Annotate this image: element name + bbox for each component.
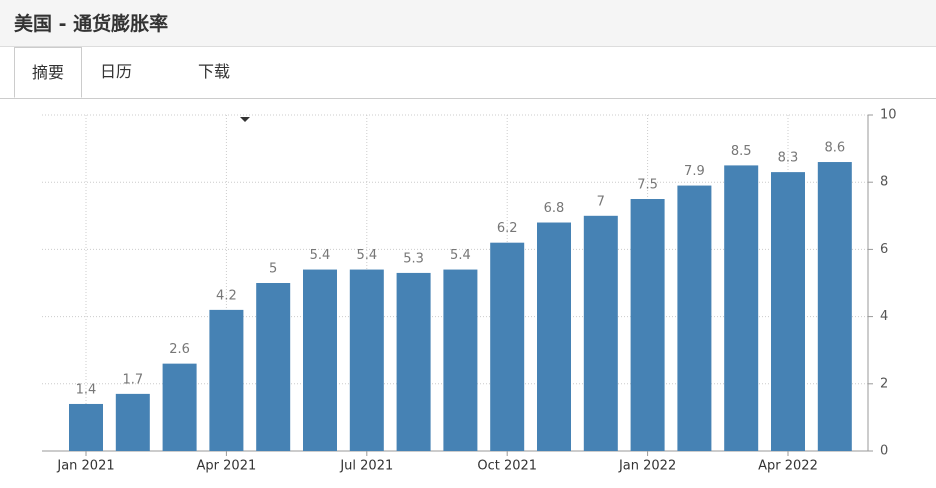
value-label: 7 — [597, 194, 605, 209]
tab[interactable]: 下载 — [198, 62, 231, 81]
value-label: 5.4 — [356, 248, 377, 263]
bar — [396, 272, 431, 451]
x-tick-label: Jan 2021 — [56, 459, 114, 474]
value-label: 4.2 — [216, 288, 237, 303]
value-label: 8.5 — [731, 144, 752, 159]
caret — [240, 117, 250, 122]
x-tick-label: Apr 2022 — [758, 459, 818, 474]
bar — [209, 309, 244, 451]
bar — [817, 162, 852, 452]
value-label: 5 — [269, 262, 277, 277]
bar — [443, 269, 478, 451]
bar — [303, 269, 337, 451]
x-tick-label: Apr 2021 — [197, 459, 257, 474]
bar — [537, 222, 571, 451]
value-label: 2.6 — [169, 342, 190, 357]
y-tick-label: 8 — [880, 175, 888, 190]
x-tick-label: Jul 2021 — [339, 459, 393, 474]
tab-bar: 摘要 日历 下载 — [0, 47, 936, 122]
value-label: 8.6 — [824, 141, 845, 156]
bar — [162, 363, 197, 451]
y-tick-label: 10 — [880, 108, 897, 123]
bar — [630, 199, 665, 451]
bar — [724, 165, 759, 451]
bar — [677, 185, 712, 451]
value-label: 1.7 — [122, 372, 143, 387]
bar — [583, 215, 618, 451]
bar — [771, 172, 805, 451]
bar — [349, 269, 384, 451]
bar — [115, 393, 150, 451]
page-title: 美国 - 通货膨胀率 — [14, 13, 169, 35]
value-label: 7.9 — [684, 164, 705, 179]
x-tick-label: Oct 2021 — [477, 459, 537, 474]
value-label: 6.2 — [497, 221, 518, 236]
value-label: 6.8 — [544, 201, 565, 216]
value-label: 5.3 — [403, 251, 424, 266]
bar — [256, 283, 291, 451]
y-tick-label: 0 — [880, 444, 888, 459]
tab[interactable]: 日历 — [100, 62, 133, 81]
bar — [490, 242, 525, 451]
value-label: 5.4 — [450, 248, 471, 263]
y-tick-label: 4 — [880, 309, 888, 324]
value-label: 8.3 — [778, 151, 799, 166]
y-tick-label: 2 — [880, 376, 888, 391]
bar — [69, 403, 103, 451]
value-label: 7.5 — [637, 178, 658, 193]
tab[interactable]: 摘要 — [14, 47, 82, 98]
value-label: 1.4 — [76, 382, 97, 397]
header: 美国 - 通货膨胀率 — [0, 0, 936, 47]
value-label: 5.4 — [310, 248, 331, 263]
y-tick-label: 6 — [880, 242, 888, 257]
x-tick-label: Jan 2022 — [618, 459, 676, 474]
